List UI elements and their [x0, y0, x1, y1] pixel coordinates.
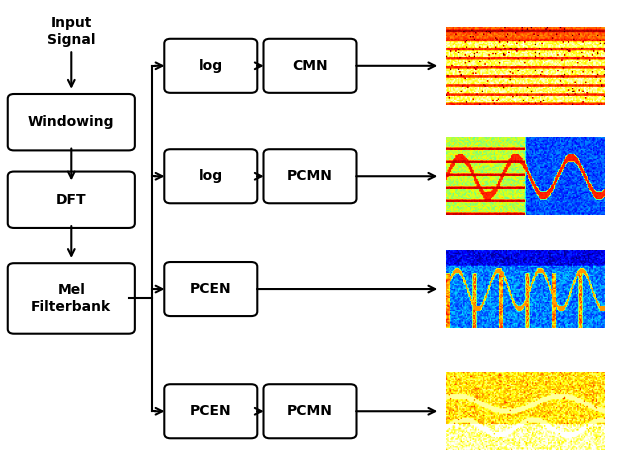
FancyBboxPatch shape — [164, 149, 257, 203]
FancyBboxPatch shape — [264, 149, 356, 203]
Text: PCEN: PCEN — [190, 282, 232, 296]
Text: Windowing: Windowing — [28, 115, 115, 129]
FancyBboxPatch shape — [8, 263, 135, 334]
FancyBboxPatch shape — [264, 384, 356, 438]
FancyBboxPatch shape — [8, 172, 135, 228]
FancyBboxPatch shape — [164, 262, 257, 316]
FancyBboxPatch shape — [8, 94, 135, 150]
FancyBboxPatch shape — [164, 384, 257, 438]
Text: DFT: DFT — [56, 193, 87, 207]
FancyBboxPatch shape — [264, 39, 356, 93]
Text: Input
Signal: Input Signal — [47, 16, 95, 47]
FancyBboxPatch shape — [164, 39, 257, 93]
Text: PCMN: PCMN — [287, 404, 333, 418]
Text: PCEN: PCEN — [190, 404, 232, 418]
Text: PCMN: PCMN — [287, 169, 333, 183]
Text: Mel
Filterbank: Mel Filterbank — [31, 283, 112, 313]
Text: log: log — [199, 59, 223, 73]
Text: log: log — [199, 169, 223, 183]
Text: CMN: CMN — [292, 59, 328, 73]
